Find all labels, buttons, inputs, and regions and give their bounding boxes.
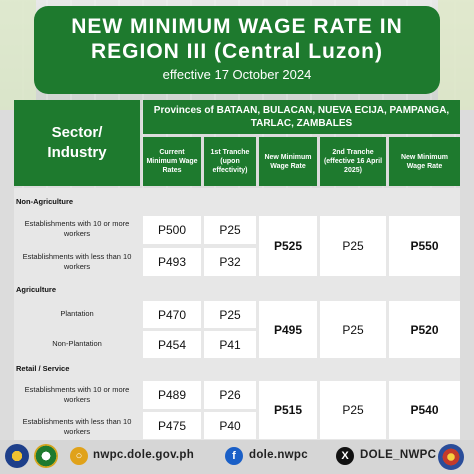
cell-new-rate-2: P550 <box>389 216 460 276</box>
provinces-header-line-2: TARLAC, ZAMBALES <box>250 118 353 129</box>
cell-tranche1: P41 <box>204 331 256 358</box>
cell-current: P493 <box>143 248 201 276</box>
column-header-current: Current Minimum Wage Rates <box>143 137 201 186</box>
provinces-header: Provinces of BATAAN, BULACAN, NUEVA ECIJ… <box>143 100 460 134</box>
cell-new-rate-1: P495 <box>259 301 317 358</box>
cell-current: P475 <box>143 412 201 439</box>
bagong-pilipinas-logo <box>438 444 464 470</box>
row-label: Establishments with 10 or more workers <box>24 385 130 404</box>
facebook-icon: f <box>225 447 243 465</box>
column-header-tranche1: 1st Tranche (upon effectivity) <box>204 137 256 186</box>
cell-tranche2: P25 <box>320 381 386 439</box>
cell-new-rate-2: P540 <box>389 381 460 439</box>
cell-new-rate-2: P520 <box>389 301 460 358</box>
sector-header: Sector/ Industry <box>14 100 140 186</box>
cell-tranche2: P25 <box>320 216 386 276</box>
nwpc-seal-logo <box>34 444 58 468</box>
facebook-link[interactable]: dole.nwpc <box>249 449 308 461</box>
cell-tranche1: P40 <box>204 412 256 439</box>
provinces-header-line-1: Provinces of BATAAN, BULACAN, NUEVA ECIJ… <box>153 105 450 116</box>
group-label-agriculture: Agriculture <box>16 285 57 294</box>
cell-new-rate-1: P515 <box>259 381 317 439</box>
title-banner: NEW MINIMUM WAGE RATE IN REGION III (Cen… <box>34 6 440 94</box>
cell-tranche1: P26 <box>204 381 256 409</box>
row-label: Plantation <box>60 309 94 318</box>
group-label-retail-service: Retail / Service <box>16 364 70 373</box>
row-label: Non-Plantation <box>52 339 102 348</box>
row-label: Establishments with less than 10 workers <box>22 417 132 436</box>
page-title-line-2: REGION III (Central Luzon) <box>91 40 383 63</box>
cell-current: P454 <box>143 331 201 358</box>
column-header-new-rate-2: New Minimum Wage Rate <box>389 137 460 186</box>
background-accent-right <box>438 0 474 110</box>
column-header-new-rate-1: New Minimum Wage Rate <box>259 137 317 186</box>
cell-tranche2: P25 <box>320 301 386 358</box>
column-header-tranche2: 2nd Tranche (effective 16 April 2025) <box>320 137 386 186</box>
dole-seal-logo <box>5 444 29 468</box>
website-link[interactable]: nwpc.dole.gov.ph <box>93 449 195 461</box>
cell-current: P470 <box>143 301 201 328</box>
cell-tranche1: P32 <box>204 248 256 276</box>
cell-tranche1: P25 <box>204 216 256 244</box>
row-label: Establishments with 10 or more workers <box>24 219 130 238</box>
effective-date: effective 17 October 2024 <box>162 67 312 82</box>
globe-icon: ○ <box>70 447 88 465</box>
sector-header-line-2: Industry <box>47 144 107 161</box>
cell-tranche1: P25 <box>204 301 256 328</box>
cell-current: P500 <box>143 216 201 244</box>
x-link[interactable]: DOLE_NWPC <box>360 449 437 461</box>
cell-current: P489 <box>143 381 201 409</box>
background-accent-left <box>0 0 36 110</box>
page-title-line-1: NEW MINIMUM WAGE RATE IN <box>71 15 403 38</box>
cell-new-rate-1: P525 <box>259 216 317 276</box>
row-label: Establishments with less than 10 workers <box>22 252 132 271</box>
group-label-non-agriculture: Non-Agriculture <box>16 197 74 206</box>
sector-header-line-1: Sector/ <box>51 124 103 141</box>
x-icon: X <box>336 447 354 465</box>
